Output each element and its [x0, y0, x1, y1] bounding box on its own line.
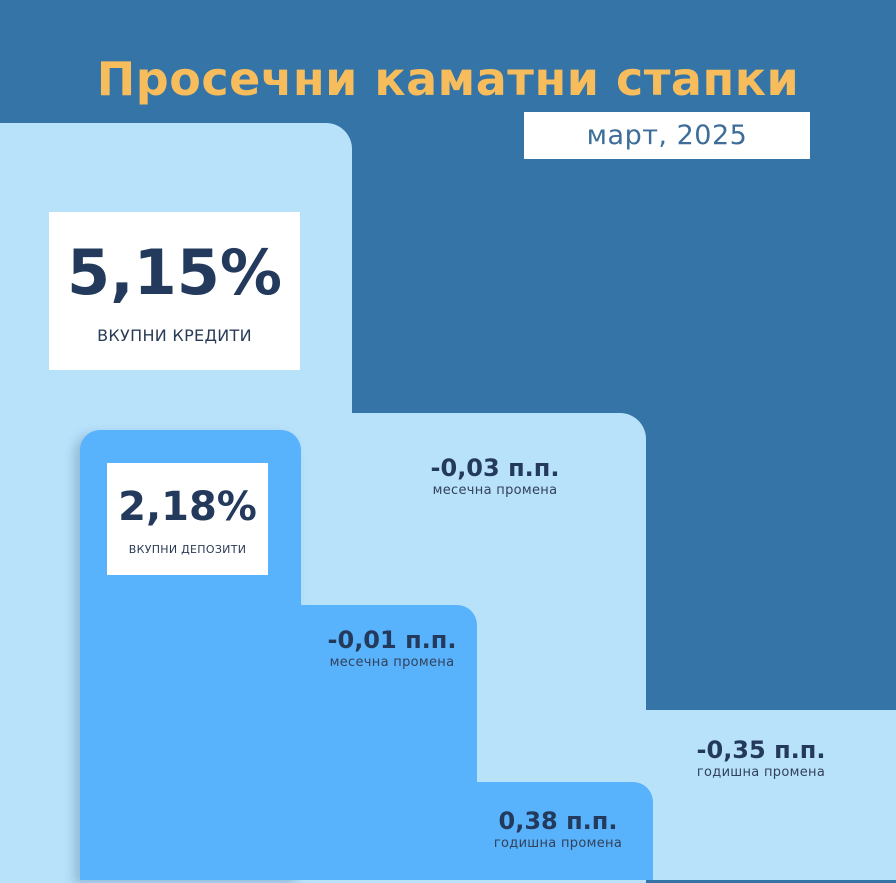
- deposits-step-2: [285, 605, 477, 880]
- deposits-rate-card: 2,18% ВКУПНИ ДЕПОЗИТИ: [107, 463, 268, 575]
- deposits-rate-label: ВКУПНИ ДЕПОЗИТИ: [128, 542, 247, 556]
- deposits-yearly-change-value: 0,38 п.п.: [498, 807, 618, 835]
- loans-monthly-change-value: -0,03 п.п.: [430, 454, 560, 482]
- loans-yearly-change: -0,35 п.п. годишна промена: [666, 736, 856, 781]
- deposits-step-3: [460, 782, 653, 880]
- loans-step-3: [620, 710, 896, 880]
- loans-yearly-change-value: -0,35 п.п.: [696, 736, 826, 764]
- deposits-monthly-change-value: -0,01 п.п.: [327, 626, 457, 654]
- loans-rate-card: 5,15% ВКУПНИ КРЕДИТИ: [49, 212, 300, 370]
- deposits-rate-value: 2,18%: [118, 483, 257, 530]
- deposits-yearly-change-label: годишна промена: [493, 836, 623, 852]
- loans-yearly-change-label: годишна промена: [696, 765, 826, 781]
- deposits-monthly-change: -0,01 п.п. месечна промена: [297, 626, 487, 671]
- page-title: Просечни каматни стапки: [96, 52, 800, 106]
- loans-monthly-change-label: месечна промена: [432, 483, 558, 499]
- deposits-yearly-change: 0,38 п.п. годишна промена: [463, 807, 653, 852]
- loans-monthly-change: -0,03 п.п. месечна промена: [400, 454, 590, 499]
- loans-rate-value: 5,15%: [66, 235, 283, 309]
- date-label: март, 2025: [586, 120, 748, 151]
- deposits-monthly-change-label: месечна промена: [329, 655, 455, 671]
- date-badge: март, 2025: [524, 112, 810, 159]
- loans-rate-label: ВКУПНИ КРЕДИТИ: [97, 325, 252, 345]
